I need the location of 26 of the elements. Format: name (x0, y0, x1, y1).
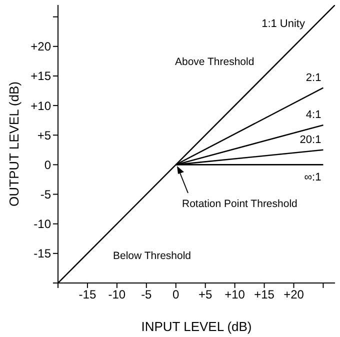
y-tick-label: +15 (30, 69, 52, 84)
x-tick-label: -15 (78, 288, 96, 302)
x-tick-label: 0 (172, 288, 180, 302)
x-tick-label: +5 (198, 288, 213, 302)
x-tick-label: +10 (224, 288, 246, 302)
series-label: 20:1 (300, 134, 322, 146)
annotation: Rotation Point Threshold (182, 198, 298, 210)
y-tick-label: -15 (34, 246, 52, 261)
y-tick-label: 0 (44, 158, 52, 172)
y-tick-label: +5 (37, 128, 52, 142)
x-tick-label: -5 (141, 288, 152, 302)
x-tick-label: +20 (284, 288, 304, 302)
series-label: ∞:1 (304, 172, 322, 184)
y-tick-label: +10 (30, 98, 52, 113)
x-axis-title: INPUT LEVEL (dB) (141, 319, 252, 334)
y-tick-label: -10 (34, 217, 52, 232)
annotation: Above Threshold (175, 56, 254, 68)
series-label: 4:1 (306, 109, 322, 122)
y-tick-label: +20 (30, 40, 52, 54)
y-axis-title: OUTPUT LEVEL (dB) (6, 82, 22, 206)
x-tick-label: +15 (254, 288, 275, 302)
y-tick-label: -5 (40, 188, 52, 202)
annotation: Below Threshold (113, 250, 192, 262)
series-label: 2:1 (306, 72, 322, 84)
series-label: 1:1 Unity (262, 18, 306, 30)
x-tick-label: -10 (108, 288, 126, 302)
